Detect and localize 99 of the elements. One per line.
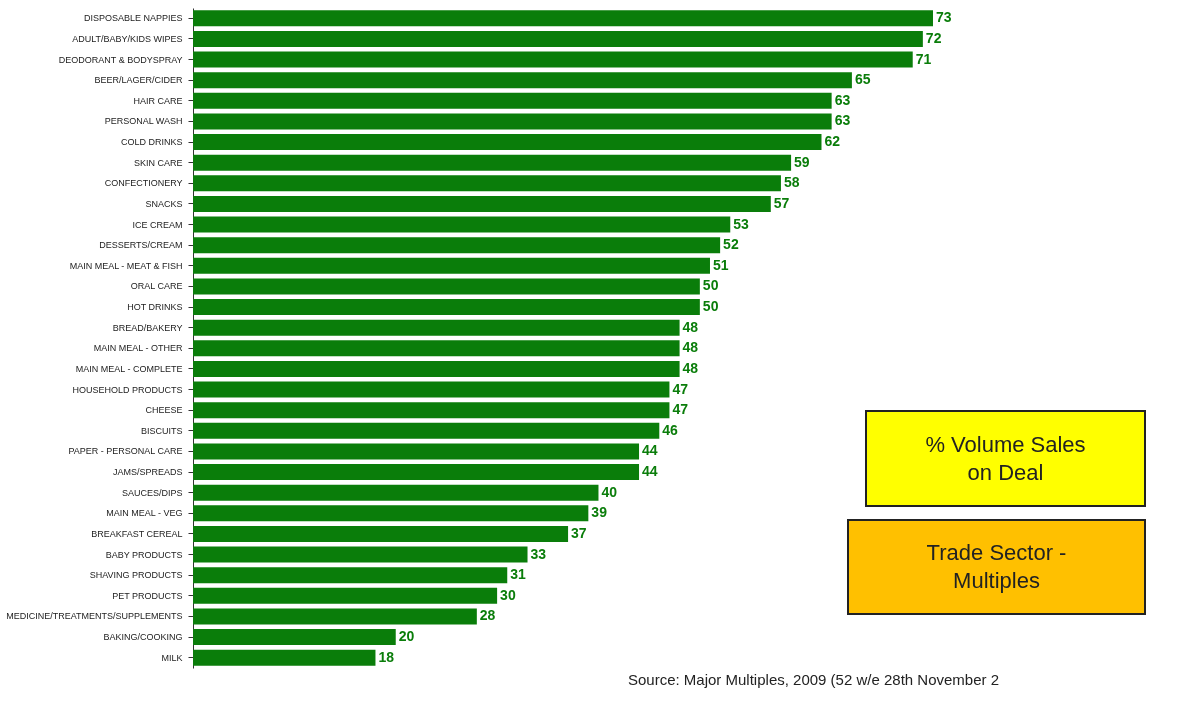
annotation: Trade Sector - Multiples	[926, 540, 1067, 593]
y-tick-label: SKIN CARE	[133, 157, 183, 168]
data-label: 51	[712, 256, 729, 273]
y-tick-label: SAUCES/DIPS	[121, 487, 183, 498]
data-label: 40	[601, 483, 618, 500]
data-label: 44	[642, 463, 658, 480]
y-tick-label: PAPER - PERSONAL CARE	[68, 446, 183, 457]
y-tick-label: JAMS/SPREADS	[112, 467, 183, 478]
bar	[193, 649, 376, 666]
bar	[193, 505, 589, 522]
bar	[193, 51, 913, 68]
data-label: 30	[500, 586, 516, 603]
data-label: 18	[378, 648, 395, 665]
data-label: 31	[510, 566, 527, 583]
data-label: 63	[834, 91, 851, 108]
y-tick-label: BABY PRODUCTS	[105, 549, 183, 560]
bar	[193, 402, 670, 419]
data-label: 50	[702, 277, 719, 294]
bar	[193, 10, 933, 27]
y-tick-label: BREAKFAST CEREAL	[91, 528, 183, 539]
data-label: 71	[915, 50, 932, 67]
data-label: 47	[672, 380, 689, 397]
y-tick-label: MAIN MEAL - COMPLETE	[75, 363, 183, 374]
bar	[193, 278, 700, 295]
data-label: 48	[682, 318, 699, 335]
bar	[193, 113, 832, 130]
bar	[193, 195, 771, 212]
y-tick-label: BEER/LAGER/CIDER	[94, 75, 183, 86]
data-label: 33	[530, 545, 547, 562]
bar	[193, 257, 710, 274]
y-tick-label: MEDICINE/TREATMENTS/SUPPLEMENTS	[6, 611, 183, 622]
source-note: Source: Major Multiples, 2009 (52 w/e 28th November 2	[628, 671, 1000, 688]
bar	[193, 484, 599, 501]
data-label: 48	[682, 339, 699, 356]
data-label: 50	[702, 298, 719, 315]
y-tick-label: CONFECTIONERY	[104, 178, 183, 189]
y-tick-label: COLD DRINKS	[120, 137, 183, 148]
bar	[193, 299, 700, 316]
bar	[193, 525, 569, 542]
bar	[193, 92, 832, 109]
y-tick-label: SHAVING PRODUCTS	[89, 570, 183, 581]
data-label: 37	[571, 524, 587, 541]
bar	[193, 587, 498, 604]
data-label: 47	[672, 401, 689, 418]
bar	[193, 567, 508, 584]
bar	[193, 175, 781, 192]
bar	[193, 30, 923, 47]
data-label: 59	[794, 153, 810, 170]
bar	[193, 608, 477, 625]
bar	[193, 319, 680, 336]
y-tick-label: MAIN MEAL - VEG	[106, 508, 183, 519]
data-label: 52	[723, 236, 739, 253]
bar	[193, 134, 822, 151]
bar	[193, 464, 640, 481]
y-tick-label: MAIN MEAL - MEAT & FISH	[69, 260, 183, 271]
data-label: 53	[733, 215, 750, 232]
data-label: 44	[642, 442, 658, 459]
y-tick-label: DEODORANT & BODYSPRAY	[58, 54, 183, 65]
y-tick-label: SNACKS	[145, 198, 183, 209]
y-tick-label: ADULT/BABY/KIDS WIPES	[72, 33, 183, 44]
y-tick-label: HOUSEHOLD PRODUCTS	[72, 384, 183, 395]
data-label: 63	[834, 112, 851, 129]
data-label: 72	[925, 29, 942, 46]
y-tick-label: PERSONAL WASH	[104, 116, 183, 127]
y-tick-label: ICE CREAM	[132, 219, 183, 230]
y-tick-label: MILK	[161, 652, 183, 663]
y-tick-label: BAKING/COOKING	[103, 632, 183, 643]
bar	[193, 422, 660, 439]
data-label: 48	[682, 359, 699, 376]
y-tick-label: DISPOSABLE NAPPIES	[83, 13, 183, 24]
bar	[193, 237, 721, 254]
bar	[193, 381, 670, 398]
data-label: 62	[824, 133, 841, 150]
y-tick-label: MAIN MEAL - OTHER	[93, 343, 183, 354]
y-tick-label: HOT DRINKS	[127, 302, 183, 313]
y-tick-label: BREAD/BAKERY	[112, 322, 183, 333]
bar	[193, 216, 731, 233]
y-tick-label: DESSERTS/CREAM	[99, 240, 183, 251]
bar	[193, 340, 680, 357]
bar	[193, 546, 528, 563]
data-label: 39	[591, 504, 608, 521]
bar	[193, 443, 640, 460]
data-label: 57	[773, 194, 790, 211]
data-label: 46	[662, 421, 679, 438]
data-label: 65	[854, 71, 871, 88]
y-tick-label: CHEESE	[145, 405, 183, 416]
data-label: 58	[783, 174, 800, 191]
y-tick-label: BISCUITS	[140, 425, 183, 436]
y-tick-label: HAIR CARE	[133, 95, 183, 106]
data-label: 20	[398, 628, 415, 645]
bar	[193, 629, 396, 646]
bar	[193, 360, 680, 377]
data-label: 28	[479, 607, 496, 624]
y-tick-label: PET PRODUCTS	[112, 590, 183, 601]
bar	[193, 72, 852, 89]
y-tick-label: ORAL CARE	[130, 281, 183, 292]
data-label: 73	[936, 9, 952, 26]
annotation: % Volume Sales on Deal	[925, 431, 1086, 485]
bar	[193, 154, 792, 171]
